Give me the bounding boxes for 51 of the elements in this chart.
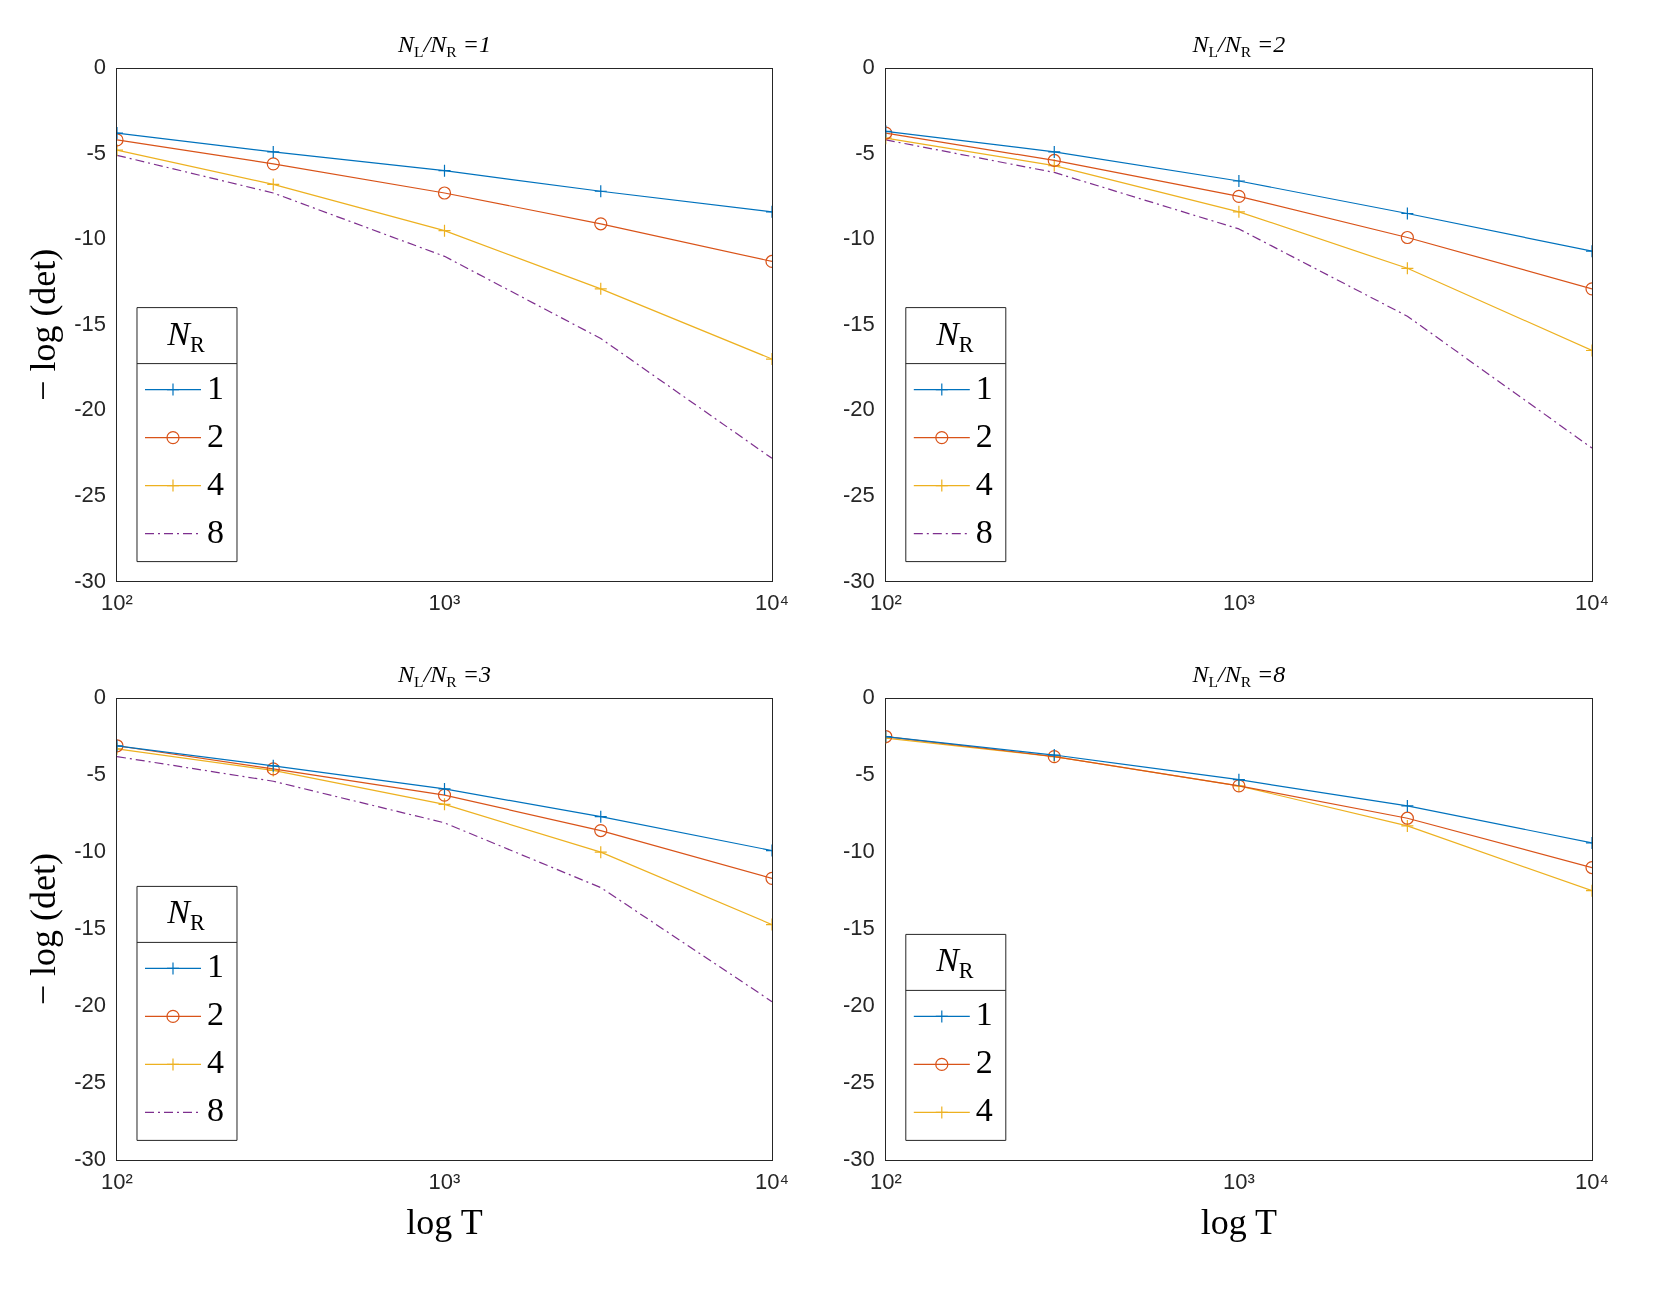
y-tick-label: -10	[74, 225, 106, 251]
legend-label: 4	[975, 1091, 993, 1129]
legend-label: 8	[207, 1091, 224, 1129]
legend-label: 4	[975, 464, 993, 502]
legend-label: 8	[207, 512, 224, 550]
y-tick-label: -5	[855, 761, 875, 787]
x-axis-title: log T	[1200, 1201, 1278, 1242]
y-tick-label: 0	[93, 684, 106, 710]
y-tick-label: 0	[862, 684, 875, 710]
y-tick-label: 0	[93, 54, 106, 80]
x-tick-label: 10⁴	[755, 1168, 789, 1194]
y-tick-label: -10	[843, 838, 875, 864]
x-tick-label: 10⁴	[755, 589, 789, 615]
legend-label: 1	[975, 368, 993, 406]
y-tick-label: 0	[862, 54, 875, 80]
y-tick-label: -15	[843, 310, 875, 336]
y-tick-label: -10	[843, 225, 875, 251]
legend-label: 2	[975, 1043, 993, 1081]
y-tick-label: -25	[74, 1069, 106, 1095]
legend-label: 8	[975, 512, 993, 550]
y-axis-title: − log (det)	[23, 853, 64, 1006]
y-tick-label: -20	[843, 992, 875, 1018]
y-tick-label: -15	[74, 915, 106, 941]
legend-label: 2	[207, 995, 224, 1033]
legend-label: 2	[975, 416, 993, 454]
y-tick-label: -10	[74, 838, 106, 864]
x-tick-label: 10³	[1223, 589, 1255, 615]
legend-label: 4	[207, 1043, 224, 1081]
x-axis-title: log T	[406, 1201, 483, 1242]
x-tick-label: 10³	[1223, 1168, 1255, 1194]
legend-label: 4	[207, 464, 224, 502]
y-tick-label: -25	[843, 1069, 875, 1095]
legend-label: 2	[207, 416, 224, 454]
y-tick-label: -25	[74, 482, 106, 508]
x-tick-label: 10⁴	[1575, 1168, 1609, 1194]
y-tick-label: -5	[855, 139, 875, 165]
x-tick-label: 10³	[428, 1168, 461, 1194]
y-tick-label: -20	[74, 396, 106, 422]
y-tick-label: -5	[86, 139, 106, 165]
legend-label: 1	[207, 368, 224, 406]
legend-label: 1	[207, 947, 224, 985]
y-tick-label: -20	[74, 992, 106, 1018]
legend-label: 1	[975, 995, 993, 1033]
y-tick-label: -15	[74, 310, 106, 336]
y-tick-label: -15	[843, 915, 875, 941]
y-tick-label: -25	[843, 482, 875, 508]
y-tick-label: -20	[843, 396, 875, 422]
x-tick-label: 10³	[428, 589, 461, 615]
x-tick-label: 10⁴	[1575, 589, 1609, 615]
y-tick-label: -5	[86, 761, 106, 787]
y-axis-title: − log (det)	[23, 248, 64, 401]
